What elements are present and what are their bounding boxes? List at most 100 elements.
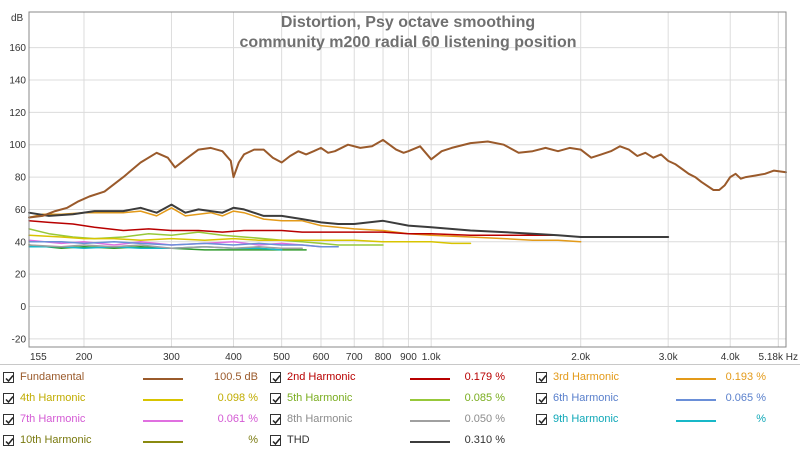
- legend-swatch: [410, 420, 450, 422]
- x-tick-label: 300: [163, 352, 180, 363]
- legend-label: 3rd Harmonic: [553, 371, 620, 383]
- y-tick-label: 40: [15, 237, 27, 248]
- y-tick-label: 160: [9, 43, 26, 54]
- series-line-4th-harmonic: [28, 234, 472, 245]
- series-line-8th-harmonic: [28, 244, 303, 250]
- legend-item-fundamental: Fundamental 100.5 dB: [3, 369, 258, 390]
- legend-checkbox-7th-harmonic[interactable]: [3, 414, 14, 425]
- series-layer: [28, 138, 787, 251]
- check-icon: [538, 375, 547, 383]
- y-tick-label: 140: [9, 75, 26, 86]
- legend-swatch: [676, 399, 716, 401]
- legend-checkbox-fundamental[interactable]: [3, 372, 14, 383]
- legend-panel: Fundamental 100.5 dB 2nd Harmonic 0.179 % 3r…: [0, 364, 800, 452]
- legend-value: 0.098 %: [217, 392, 258, 404]
- legend-swatch: [410, 441, 450, 443]
- y-tick-label: 120: [9, 108, 26, 119]
- y-tick-label: 60: [15, 205, 27, 216]
- legend-label: 5th Harmonic: [287, 392, 353, 404]
- legend-swatch: [143, 441, 183, 443]
- check-icon: [5, 375, 14, 383]
- legend-row: Fundamental 100.5 dB 2nd Harmonic 0.179 % 3r…: [0, 369, 800, 390]
- x-tick-label: 900: [400, 352, 417, 363]
- legend-swatch: [676, 420, 716, 422]
- legend-row: 4th Harmonic 0.098 % 5th Harmonic 0.085 % 6t…: [0, 390, 800, 411]
- legend-label: 8th Harmonic: [287, 413, 353, 425]
- legend-row: 7th Harmonic 0.061 % 8th Harmonic 0.050 % 9t…: [0, 411, 800, 432]
- legend-value: %: [756, 413, 766, 425]
- legend-value: 0.061 %: [217, 413, 258, 425]
- check-icon: [538, 417, 547, 425]
- distortion-chart: Distortion, Psy octave smoothing communi…: [9, 11, 798, 363]
- legend-label: Fundamental: [20, 371, 85, 383]
- legend-item-4th-harmonic: 4th Harmonic 0.098 %: [3, 390, 258, 411]
- legend-checkbox-4th-harmonic[interactable]: [3, 393, 14, 404]
- check-icon: [272, 438, 281, 446]
- check-icon: [272, 375, 281, 383]
- legend-label: 7th Harmonic: [20, 413, 86, 425]
- legend-checkbox-3rd-harmonic[interactable]: [536, 372, 547, 383]
- legend-swatch: [676, 378, 716, 380]
- legend-checkbox-6th-harmonic[interactable]: [536, 393, 547, 404]
- legend-label: 6th Harmonic: [553, 392, 619, 404]
- series-line-fundamental: [28, 138, 787, 219]
- x-tick-label: 1.0k: [422, 352, 442, 363]
- x-tick-label: 4.0k: [721, 352, 741, 363]
- x-tick-label: 600: [313, 352, 330, 363]
- legend-checkbox-9th-harmonic[interactable]: [536, 414, 547, 425]
- check-icon: [5, 438, 14, 446]
- y-tick-label: 0: [20, 302, 26, 313]
- y-tick-label: 20: [15, 270, 27, 281]
- x-tick-label: 800: [375, 352, 392, 363]
- plot-frame: [28, 11, 787, 348]
- legend-item-8th-harmonic: 8th Harmonic 0.050 %: [270, 411, 505, 432]
- legend-label: 4th Harmonic: [20, 392, 86, 404]
- legend-value: 0.065 %: [725, 392, 766, 404]
- series-line-6th-harmonic: [28, 241, 339, 248]
- legend-item-3rd-harmonic: 3rd Harmonic 0.193 %: [536, 369, 766, 390]
- legend-swatch: [410, 378, 450, 380]
- legend-value: 100.5 dB: [213, 371, 258, 383]
- legend-checkbox-5th-harmonic[interactable]: [270, 393, 281, 404]
- check-icon: [5, 417, 14, 425]
- legend-value: 0.050 %: [464, 413, 505, 425]
- legend-item-2nd-harmonic: 2nd Harmonic 0.179 %: [270, 369, 505, 390]
- check-icon: [272, 396, 281, 404]
- legend-item-5th-harmonic: 5th Harmonic 0.085 %: [270, 390, 505, 411]
- legend-label: 2nd Harmonic: [287, 371, 356, 383]
- legend-value: 0.193 %: [725, 371, 766, 383]
- x-tick-label: 3.0k: [659, 352, 679, 363]
- legend-value: %: [248, 434, 258, 446]
- series-line-3rd-harmonic: [28, 207, 582, 243]
- y-tick-labels: -20 0 20 40 60 80 100 120 140 160: [9, 43, 26, 345]
- legend-item-10th-harmonic: 10th Harmonic%: [3, 432, 258, 453]
- x-tick-label: 5.18k Hz: [759, 352, 798, 363]
- legend-checkbox-thd[interactable]: [270, 435, 281, 446]
- legend-item-6th-harmonic: 6th Harmonic 0.065 %: [536, 390, 766, 411]
- series-line-2nd-harmonic: [28, 220, 559, 237]
- x-tick-labels: 155 200 300 400 500 600 700 800 900 1.0k 2.0k 3.0k 4…: [30, 352, 798, 363]
- legend-checkbox-2nd-harmonic[interactable]: [270, 372, 281, 383]
- legend-swatch: [410, 399, 450, 401]
- legend-value: 0.179 %: [464, 371, 505, 383]
- y-tick-label: 80: [15, 173, 27, 184]
- legend-item-9th-harmonic: 9th Harmonic%: [536, 411, 766, 432]
- legend-value: 0.085 %: [464, 392, 505, 404]
- legend-label: THD: [287, 434, 310, 446]
- grid-lines: [29, 12, 786, 347]
- legend-label: 9th Harmonic: [553, 413, 619, 425]
- x-tick-label: 500: [273, 352, 290, 363]
- check-icon: [272, 417, 281, 425]
- legend-checkbox-8th-harmonic[interactable]: [270, 414, 281, 425]
- y-axis-label: dB: [11, 13, 24, 24]
- y-tick-label: -20: [12, 334, 27, 345]
- x-tick-label: 700: [346, 352, 363, 363]
- y-tick-label: 100: [9, 140, 26, 151]
- legend-checkbox-10th-harmonic[interactable]: [3, 435, 14, 446]
- legend-swatch: [143, 378, 183, 380]
- x-tick-label: 400: [225, 352, 242, 363]
- series-line-9th-harmonic: [28, 245, 283, 251]
- legend-swatch: [143, 399, 183, 401]
- x-tick-label: 2.0k: [571, 352, 591, 363]
- legend-item-thd: THD 0.310 %: [270, 432, 505, 453]
